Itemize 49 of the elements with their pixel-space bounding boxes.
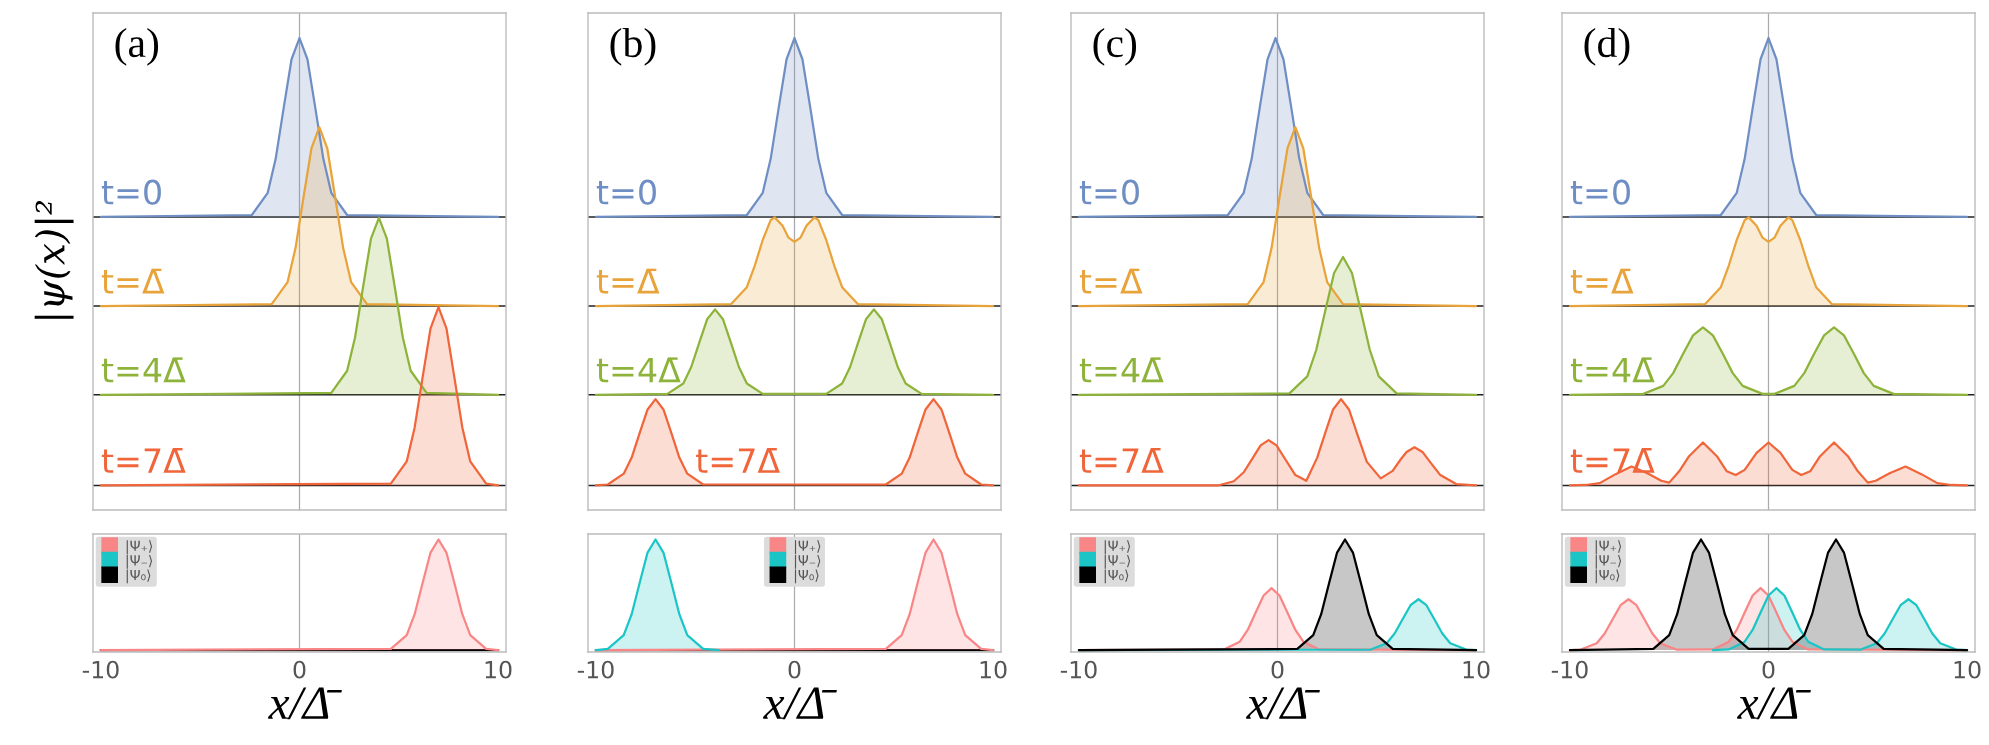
annotation: (c) xyxy=(1093,27,1137,66)
x-tick-label: 0 xyxy=(1762,660,1775,679)
x-tick-label: 0 xyxy=(1271,660,1284,679)
x-tick-label: 10 xyxy=(485,660,512,679)
annotation: (b) xyxy=(610,27,656,66)
series-label: t=7Δ̄ xyxy=(101,448,186,473)
x-tick-label: -10 xyxy=(82,660,119,679)
legend-label: |Ψ₀⟩ xyxy=(794,569,819,584)
series-label: t=0 xyxy=(1079,179,1139,205)
legend-label: |Ψ₊⟩ xyxy=(1104,540,1131,555)
legend-label: |Ψ₊⟩ xyxy=(1595,540,1622,555)
x-axis-title: x/Δ̄ xyxy=(268,687,342,720)
legend-label: |Ψ₀⟩ xyxy=(1595,569,1620,584)
legend-label: |Ψ₀⟩ xyxy=(1104,569,1129,584)
series-label: t=7Δ̄ xyxy=(1079,448,1164,473)
series-label: t=Δ̄ xyxy=(101,268,165,294)
series-label: t=4Δ̄ xyxy=(596,357,681,383)
series-label: t=4Δ̄ xyxy=(1079,357,1164,383)
x-tick-label: 0 xyxy=(788,660,801,679)
x-axis-title: x/Δ̄ xyxy=(763,687,837,720)
series-label: t=7Δ̄ xyxy=(696,448,780,473)
x-tick-label: -10 xyxy=(1060,660,1097,679)
legend-label: |Ψ₊⟩ xyxy=(794,540,821,555)
series-label: t=Δ̄ xyxy=(1079,268,1143,294)
series-label: t=0 xyxy=(101,179,161,205)
series-label: t=4Δ̄ xyxy=(101,357,186,383)
legend-label: |Ψ₋⟩ xyxy=(126,554,153,569)
legend-label: |Ψ₋⟩ xyxy=(1104,554,1131,569)
x-tick-label: -10 xyxy=(1551,660,1588,679)
series-label: t=0 xyxy=(1570,179,1630,205)
x-axis-title: x/Δ̄ xyxy=(1246,687,1320,720)
y-axis-title: |ψ(x)|² xyxy=(34,201,74,319)
legend-label: |Ψ₋⟩ xyxy=(1595,554,1622,569)
legend-label: |Ψ₋⟩ xyxy=(794,554,821,569)
x-axis-title: x/Δ̄ xyxy=(1737,687,1811,720)
series-label: t=4Δ̄ xyxy=(1570,357,1655,383)
x-tick-label: 10 xyxy=(1463,660,1490,679)
annotation: (d) xyxy=(1584,27,1630,66)
legend-label: |Ψ₀⟩ xyxy=(126,569,151,584)
series-label: t=0 xyxy=(596,179,656,205)
annotation: (a) xyxy=(115,27,159,66)
x-tick-label: -10 xyxy=(577,660,614,679)
x-tick-label: 0 xyxy=(293,660,306,679)
x-tick-label: 10 xyxy=(980,660,1007,679)
series-label: t=Δ̄ xyxy=(1570,268,1634,294)
series-label: t=7Δ̄ xyxy=(1570,448,1655,473)
legend-label: |Ψ₊⟩ xyxy=(126,540,153,555)
x-tick-label: 10 xyxy=(1954,660,1981,679)
series-label: t=Δ̄ xyxy=(596,268,660,294)
